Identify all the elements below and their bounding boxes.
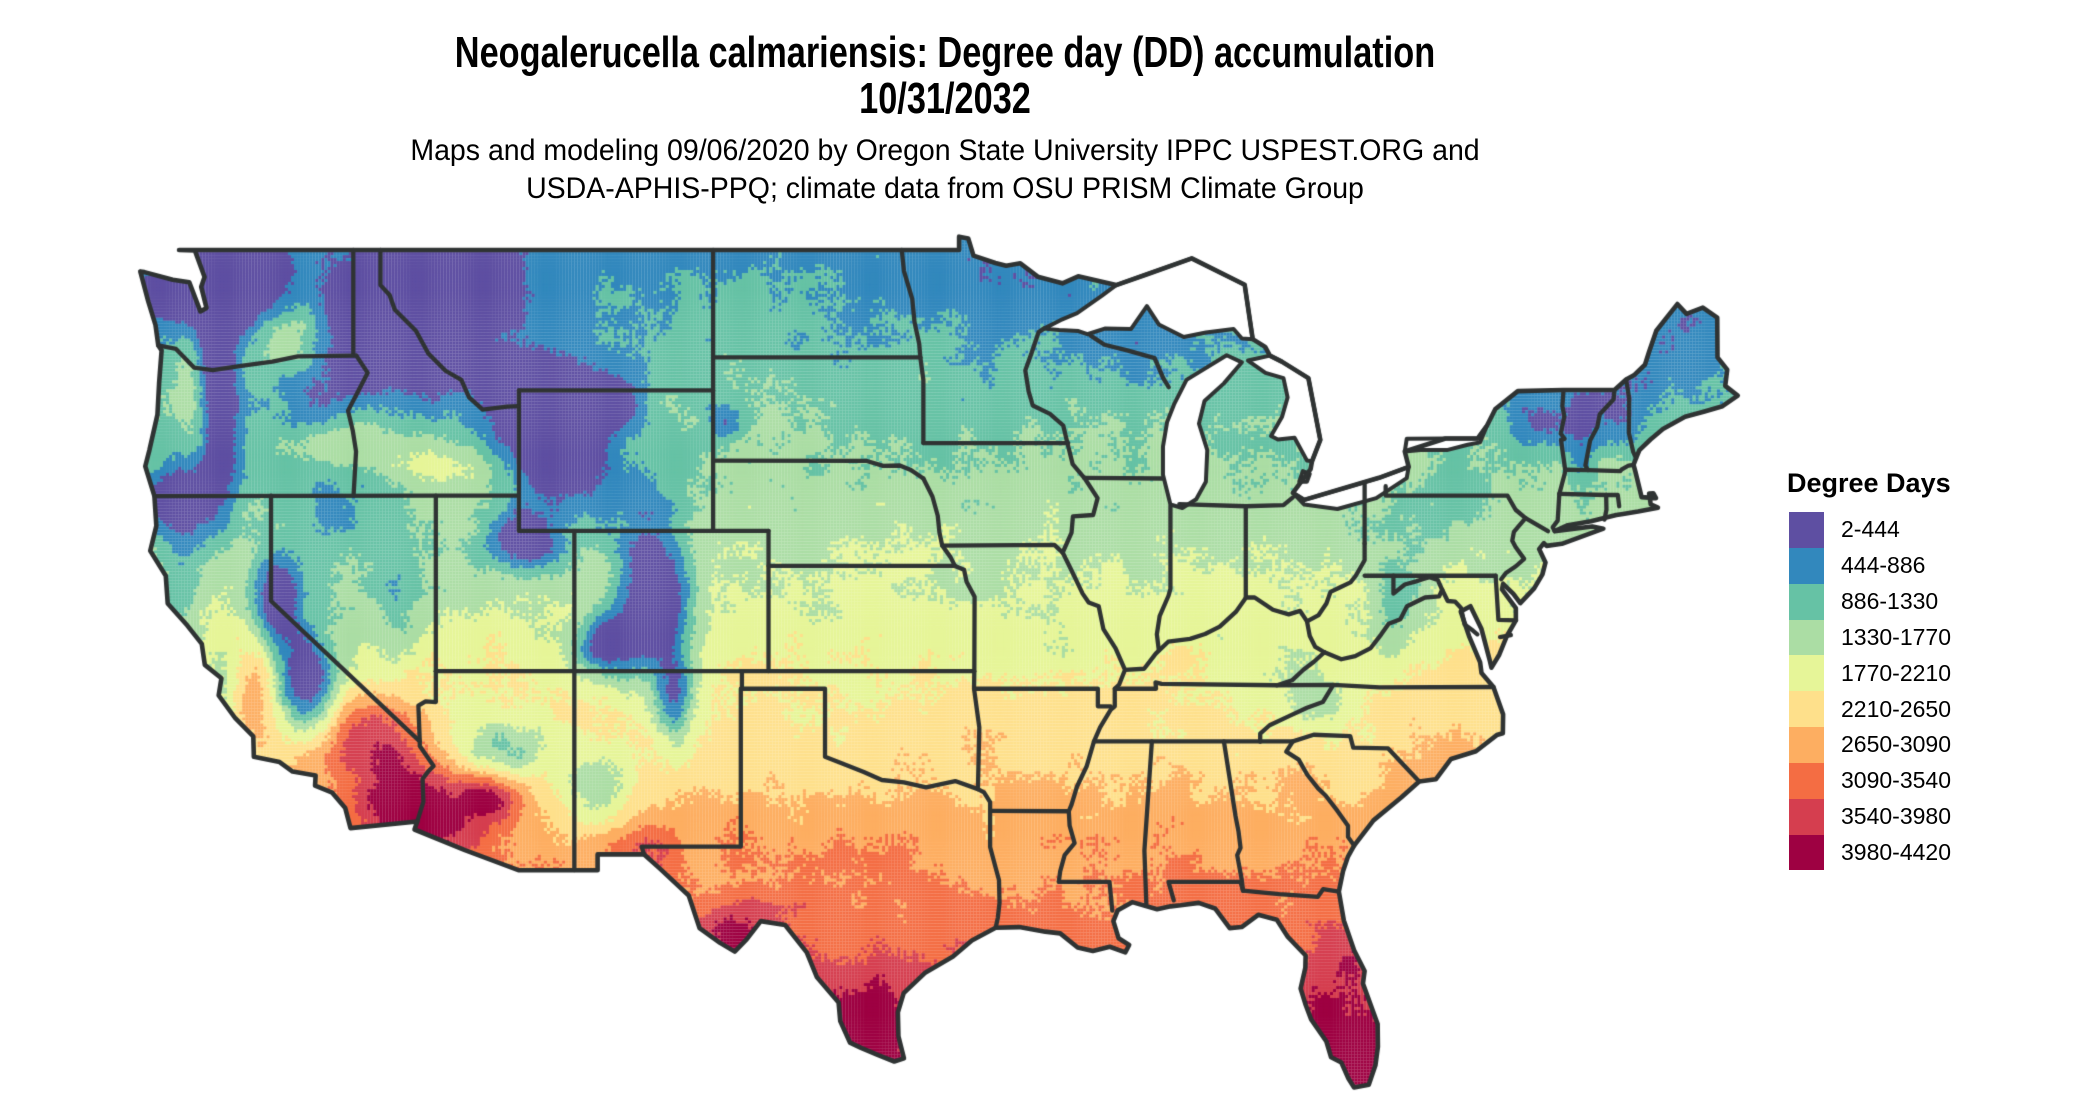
legend-swatch	[1789, 727, 1824, 763]
legend-label: 1330-1770	[1841, 623, 1951, 650]
legend-swatch	[1789, 619, 1824, 656]
legend-swatch	[1789, 583, 1824, 620]
legend-swatch	[1789, 762, 1824, 799]
legend-item: 1330-1770	[1789, 619, 1951, 656]
legend-label: 2650-3090	[1841, 731, 1951, 758]
legend-item: 3980-4420	[1789, 834, 1951, 871]
legend-label: 3540-3980	[1841, 803, 1951, 830]
legend-swatch	[1789, 691, 1824, 728]
legend-item: 3540-3980	[1789, 798, 1951, 835]
legend-swatch	[1789, 547, 1824, 584]
legend-swatch	[1789, 512, 1824, 548]
legend-item: 444-886	[1789, 547, 1951, 584]
legend-item: 2-444	[1789, 512, 1951, 548]
legend-label: 2-444	[1841, 516, 1900, 543]
legend-label: 3090-3540	[1841, 767, 1951, 794]
legend-label: 886-1330	[1841, 588, 1939, 615]
title-line-1: Neogalerucella calmariensis: Degree day …	[454, 28, 1436, 77]
legend-item: 1770-2210	[1789, 655, 1951, 692]
legend-label: 444-886	[1841, 552, 1926, 579]
figure-title: Neogalerucella calmariensis: Degree day …	[208, 30, 1682, 122]
legend-item: 886-1330	[1789, 583, 1951, 620]
legend-swatch	[1789, 798, 1824, 835]
legend-swatch	[1789, 834, 1824, 871]
legend-title: Degree Days	[1787, 468, 1951, 498]
map-legend: Degree Days 2-444 444-886 886-1330 1330-177…	[1787, 468, 1951, 871]
legend-item: 3090-3540	[1789, 762, 1951, 799]
legend-items: 2-444 444-886 886-1330 1330-1770 1770-2210 22…	[1789, 512, 1951, 871]
legend-item: 2650-3090	[1789, 727, 1951, 763]
subtitle-line-1: Maps and modeling 09/06/2020 by Oregon S…	[410, 134, 1480, 167]
legend-label: 1770-2210	[1841, 659, 1951, 686]
subtitle-line-2: USDA-APHIS-PPQ; climate data from OSU PR…	[526, 172, 1364, 205]
legend-item: 2210-2650	[1789, 691, 1951, 728]
legend-swatch	[1789, 655, 1824, 692]
figure-subtitle: Maps and modeling 09/06/2020 by Oregon S…	[47, 132, 1843, 208]
title-line-2: 10/31/2032	[859, 74, 1031, 123]
legend-label: 3980-4420	[1841, 839, 1951, 866]
legend-label: 2210-2650	[1841, 695, 1951, 722]
